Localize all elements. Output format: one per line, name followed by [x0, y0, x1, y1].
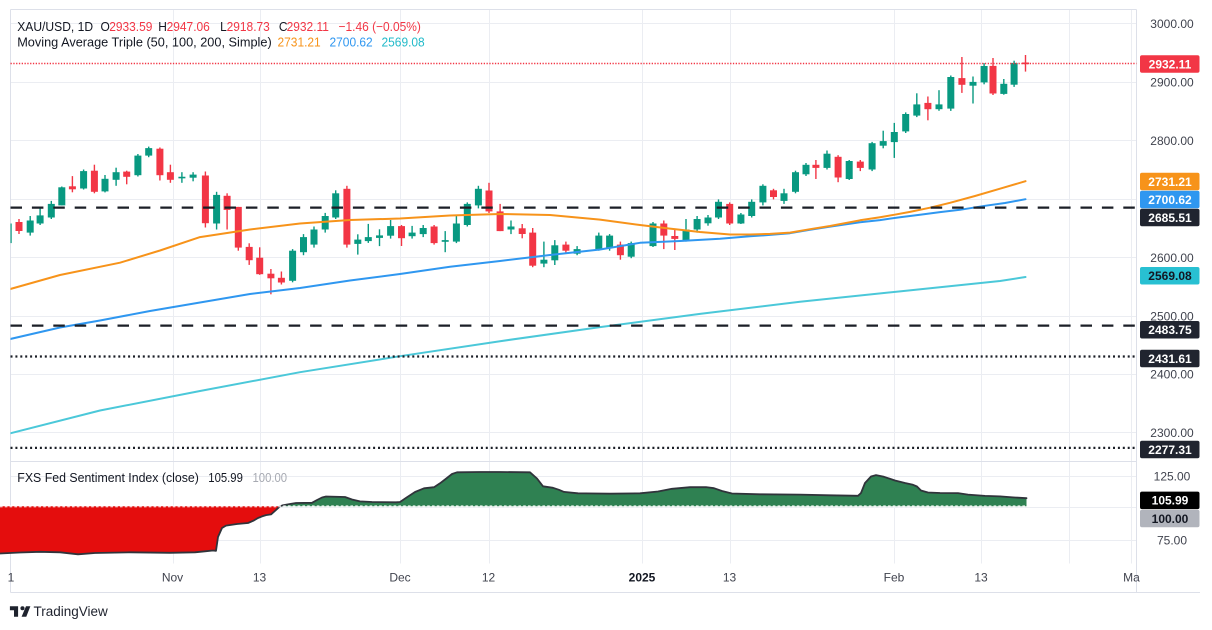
- svg-text:1: 1: [8, 571, 15, 585]
- svg-text:TradingView: TradingView: [34, 604, 109, 619]
- svg-text:XAU/USD, 1D: XAU/USD, 1D: [17, 20, 93, 34]
- svg-text:2025: 2025: [629, 571, 656, 585]
- svg-text:Nov: Nov: [162, 571, 183, 585]
- svg-text:100.00: 100.00: [253, 470, 288, 485]
- svg-text:2300.00: 2300.00: [1150, 426, 1194, 440]
- svg-text:Dec: Dec: [389, 571, 410, 585]
- svg-text:2932.11: 2932.11: [1149, 57, 1192, 71]
- svg-text:13: 13: [974, 571, 988, 585]
- svg-text:2918.73: 2918.73: [227, 20, 270, 35]
- svg-text:Feb: Feb: [884, 571, 905, 585]
- svg-text:2483.75: 2483.75: [1148, 323, 1192, 337]
- svg-text:2569.08: 2569.08: [1148, 269, 1192, 283]
- svg-text:2731.21: 2731.21: [1148, 175, 1192, 189]
- svg-text:H: H: [158, 20, 167, 35]
- svg-text:13: 13: [253, 571, 267, 585]
- svg-text:C: C: [279, 20, 288, 35]
- svg-text:FXS Fed Sentiment Index (close: FXS Fed Sentiment Index (close): [17, 471, 199, 485]
- svg-text:2431.61: 2431.61: [1148, 352, 1192, 366]
- svg-text:3000.00: 3000.00: [1150, 17, 1194, 31]
- svg-text:2947.06: 2947.06: [167, 20, 210, 35]
- svg-text:12: 12: [482, 571, 496, 585]
- svg-text:Ma: Ma: [1123, 571, 1140, 585]
- svg-text:L: L: [220, 20, 227, 35]
- svg-text:2932.11: 2932.11: [287, 20, 329, 35]
- svg-text:75.00: 75.00: [1157, 533, 1187, 547]
- svg-text:2685.51: 2685.51: [1148, 211, 1192, 225]
- svg-text:2731.21: 2731.21: [278, 35, 321, 50]
- svg-text:2569.08: 2569.08: [382, 35, 425, 50]
- svg-text:2277.31: 2277.31: [1148, 443, 1192, 457]
- svg-text:125.00: 125.00: [1154, 469, 1191, 483]
- svg-text:100.00: 100.00: [1152, 512, 1189, 526]
- svg-text:2700.62: 2700.62: [330, 35, 373, 50]
- svg-text:2800.00: 2800.00: [1150, 134, 1194, 148]
- svg-text:2600.00: 2600.00: [1150, 251, 1194, 265]
- svg-text:2700.62: 2700.62: [1148, 193, 1192, 207]
- svg-text:2933.59: 2933.59: [109, 20, 152, 35]
- svg-text:−1.46 (−0.05%): −1.46 (−0.05%): [339, 20, 421, 35]
- svg-text:105.99: 105.99: [208, 470, 243, 485]
- svg-text:2400.00: 2400.00: [1150, 368, 1194, 382]
- svg-text:Moving Average Triple (50, 100: Moving Average Triple (50, 100, 200, Sim…: [17, 34, 271, 49]
- svg-text:2500.00: 2500.00: [1150, 309, 1194, 323]
- svg-text:O: O: [101, 20, 111, 35]
- svg-text:2900.00: 2900.00: [1150, 76, 1194, 90]
- svg-text:105.99: 105.99: [1152, 494, 1189, 508]
- svg-text:13: 13: [723, 571, 737, 585]
